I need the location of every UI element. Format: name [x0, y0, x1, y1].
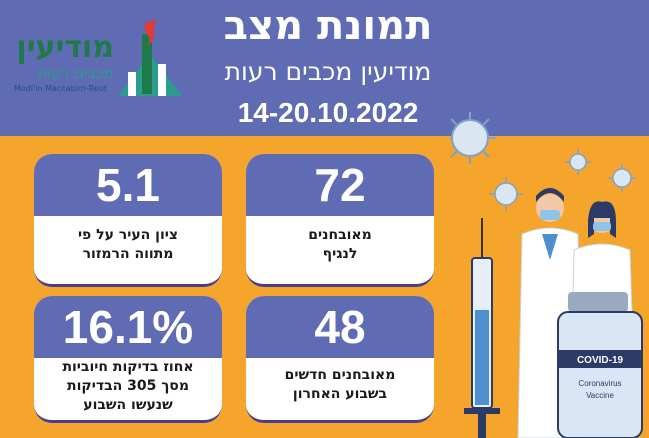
card-value: 72 — [314, 159, 366, 211]
card-value-bar: 48 — [246, 296, 434, 358]
card-label: מאובחנים חדשים בשבוע האחרון — [254, 366, 426, 404]
card-label-line: לנגיף — [322, 246, 358, 262]
card-value: 16.1% — [62, 301, 194, 353]
card-value: 5.1 — [96, 159, 160, 211]
card-value-bar: 5.1 — [34, 154, 222, 216]
virus-icon — [489, 177, 523, 211]
card-label-line: אחוז בדיקות חיוביות — [62, 359, 194, 375]
vaccine-illustration: COVID-19 Coronavirus Vaccine — [450, 112, 643, 438]
card-label-line: שנעשו השבוע — [83, 397, 173, 413]
date-range: 14-20.10.2022 — [237, 97, 419, 128]
card-label-line: בשבוע האחרון — [292, 386, 388, 402]
card-label-line: ציון העיר על פי — [77, 227, 179, 243]
vial-text: Coronavirus — [578, 379, 621, 388]
logo-name-he: מודיעין — [16, 30, 114, 65]
card-label-line: מסך 305 הבדיקות — [67, 378, 189, 394]
city-logo: מודיעין מכבים רעות Modi'in Maccabim-Reut — [10, 14, 185, 104]
page-subtitle: מודיעין מכבים רעות — [224, 57, 432, 86]
syringe-icon — [464, 218, 500, 438]
card-new-diagnosed: 48 מאובחנים חדשים בשבוע האחרון — [246, 296, 434, 423]
virus-icon — [565, 149, 591, 175]
page-title: תמונת מצב — [223, 3, 433, 49]
card-diagnosed: 72 מאובחנים לנגיף — [246, 154, 434, 287]
logo-sub-he: מכבים רעות — [37, 64, 114, 82]
vaccine-vial-icon: COVID-19 Coronavirus Vaccine — [557, 292, 643, 438]
logo-emblem-icon — [118, 20, 182, 96]
virus-icon — [450, 112, 496, 164]
card-value-bar: 72 — [246, 154, 434, 216]
card-label-line: מאובחנים — [308, 227, 372, 243]
card-city-score: 5.1 ציון העיר על פי מתווה הרמזור — [34, 154, 222, 287]
card-label: מאובחנים לנגיף — [254, 226, 426, 264]
card-value-bar: 16.1% — [34, 296, 222, 358]
logo-name-en: Modi'in Maccabim-Reut — [14, 84, 107, 93]
card-value: 48 — [314, 301, 366, 353]
card-label: אחוז בדיקות חיוביות מסך 305 הבדיקות שנעש… — [42, 358, 214, 415]
vial-label: COVID-19 — [577, 355, 624, 366]
card-label: ציון העיר על פי מתווה הרמזור — [42, 226, 214, 264]
vial-text: Vaccine — [586, 391, 614, 400]
card-label-line: מתווה הרמזור — [82, 246, 174, 262]
card-positive-rate: 16.1% אחוז בדיקות חיוביות מסך 305 הבדיקו… — [34, 296, 222, 423]
virus-icon — [608, 164, 636, 192]
header-banner: מודיעין מכבים רעות Modi'in Maccabim-Reut… — [0, 0, 649, 136]
card-label-line: מאובחנים חדשים — [284, 367, 396, 383]
